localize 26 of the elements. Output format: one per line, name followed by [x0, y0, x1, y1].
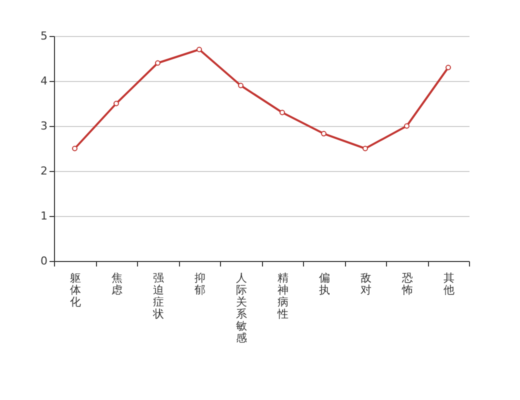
point	[155, 60, 160, 66]
y-tick-label: 4	[40, 74, 48, 88]
point	[404, 123, 410, 129]
point	[196, 46, 202, 52]
x-tick-label: 恐怖	[400, 272, 413, 296]
y-tick-label: 5	[40, 30, 48, 42]
y-tick-label: 3	[40, 120, 48, 132]
x-tick-label: 强迫症状	[152, 272, 164, 320]
point	[362, 146, 368, 152]
x-tick-label: 精神病性	[276, 272, 288, 320]
x-tick-label: 偏执	[318, 272, 330, 296]
x-tick-label: 敌对	[360, 272, 372, 296]
y-tick-label: 0	[40, 254, 48, 268]
point	[321, 130, 326, 136]
x-tick-label: 人际关系敏感	[236, 272, 247, 344]
x-tick-label: 抑郁	[194, 272, 206, 296]
x-tick-label: 其他	[443, 272, 454, 296]
point	[72, 146, 78, 152]
x-tick-label: 焦虑	[111, 272, 122, 296]
point	[114, 100, 119, 106]
point	[238, 82, 244, 88]
y-tick-label: 1	[40, 210, 48, 222]
y-tick-label: 2	[40, 164, 48, 178]
point	[280, 110, 285, 116]
x-tick-label: 躯体化	[70, 272, 81, 308]
point	[446, 64, 451, 70]
